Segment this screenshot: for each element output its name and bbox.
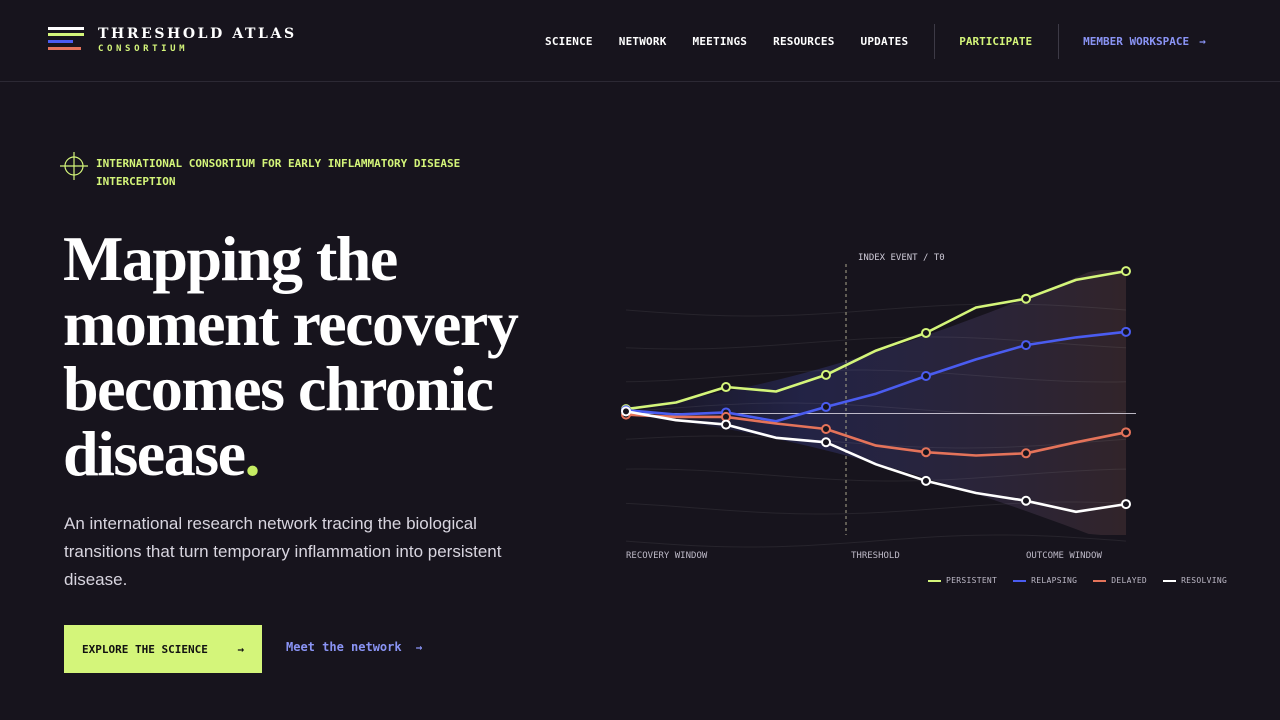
legend-swatch (1163, 579, 1177, 582)
legend-label: DELAYED (1111, 576, 1148, 585)
explore-science-label: EXPLORE THE SCIENCE (82, 642, 208, 656)
data-point-persistent (1021, 293, 1031, 304)
meet-network-label: Meet the network (286, 640, 402, 654)
headline-dot: . (244, 418, 261, 489)
logo-wordmark: THRESHOLD ATLAS CONSORTIUM (98, 26, 297, 55)
main-nav: SCIENCE NETWORK MEETINGS RESOURCES UPDAT… (545, 0, 1206, 82)
brand-name: THRESHOLD ATLAS (98, 26, 297, 42)
data-point-persistent (821, 369, 831, 380)
data-point-resolving (621, 406, 631, 417)
arrow-right-icon: → (1199, 34, 1206, 48)
hero-eyebrow: INTERNATIONAL CONSORTIUM FOR EARLY INFLA… (60, 152, 516, 191)
data-point-relapsing (821, 401, 831, 412)
logo-mark-icon (48, 27, 84, 53)
headline-line: moment recovery (63, 288, 519, 359)
data-point-relapsing (921, 371, 931, 381)
hero-lede: An international research network tracin… (64, 514, 502, 589)
legend-label: RELAPSING (1031, 576, 1078, 585)
data-point-persistent (721, 382, 731, 393)
chart-gridline (625, 369, 1127, 383)
data-point-resolving (721, 419, 731, 430)
nav-item-updates[interactable]: UPDATES (860, 34, 909, 48)
legend-label: PERSISTENT (946, 576, 998, 585)
nav-item-meetings[interactable]: MEETINGS (692, 34, 748, 48)
trajectory-chart: INDEX EVENT / T0 RECOVERY WINDOW THRESHOLD… (621, 253, 1136, 561)
chart-envelope (626, 270, 1126, 535)
chart-gridline (625, 468, 1127, 482)
data-point-delayed (1121, 427, 1131, 438)
nav-divider (1058, 23, 1060, 59)
headline-line: Mapping the (63, 223, 398, 294)
explore-science-button[interactable]: EXPLORE THE SCIENCE → (64, 625, 262, 673)
data-point-delayed (921, 447, 931, 458)
nav-participate-link[interactable]: PARTICIPATE (959, 34, 1033, 48)
data-point-persistent (1121, 266, 1131, 277)
legend-swatch (1093, 579, 1107, 582)
crosshair-icon (60, 152, 88, 180)
index-event-label: INDEX EVENT / T0 (858, 253, 945, 263)
member-workspace-link[interactable]: MEMBER WORKSPACE → (1083, 35, 1206, 48)
legend-label: RESOLVING (1181, 576, 1228, 585)
data-point-delayed (821, 424, 831, 434)
nav-item-network[interactable]: NETWORK (618, 34, 667, 48)
hero-headline: Mapping the moment recovery becomes chro… (63, 226, 603, 486)
data-point-relapsing (1021, 340, 1031, 351)
series-line-delayed (625, 413, 1127, 457)
nav-divider (934, 23, 936, 59)
legend-swatch (1013, 579, 1027, 582)
nav-item-science[interactable]: SCIENCE (545, 34, 593, 48)
legend-swatch (928, 579, 941, 582)
chart-gridline (625, 501, 1127, 515)
chart-legend: PERSISTENT RELAPSING DELAYED RESOLVING (928, 576, 1243, 585)
phase-label: OUTCOME WINDOW (1026, 551, 1102, 561)
phase-label: THRESHOLD (851, 551, 900, 561)
data-point-resolving (921, 475, 931, 486)
legend-item-persistent: PERSISTENT (928, 576, 997, 585)
data-point-resolving (1121, 499, 1131, 510)
headline-line: becomes chronic (63, 353, 494, 424)
member-workspace-label: MEMBER WORKSPACE (1083, 34, 1190, 48)
data-point-delayed (1021, 448, 1031, 459)
arrow-right-icon: → (237, 642, 244, 656)
phase-label: RECOVERY WINDOW (626, 551, 708, 561)
series-line-resolving (625, 410, 1127, 514)
legend-item-relapsing: RELAPSING (1013, 576, 1077, 585)
data-point-resolving (821, 437, 831, 448)
eyebrow-text: INTERNATIONAL CONSORTIUM FOR EARLY INFLA… (96, 157, 461, 188)
series-line-relapsing (625, 330, 1127, 423)
chart-gridline (625, 534, 1127, 548)
meet-network-link[interactable]: Meet the network → (286, 640, 422, 654)
legend-item-resolving: RESOLVING (1163, 576, 1227, 585)
nav-item-resources[interactable]: RESOURCES (773, 34, 835, 48)
data-point-resolving (1021, 495, 1031, 506)
site-header: THRESHOLD ATLAS CONSORTIUM SCIENCE NETWO… (0, 0, 1280, 82)
arrow-right-icon: → (415, 640, 423, 654)
series-line-persistent (625, 269, 1127, 411)
chart-gridline (625, 303, 1127, 317)
brand-logo[interactable]: THRESHOLD ATLAS CONSORTIUM (48, 26, 297, 55)
headline-line: disease (63, 418, 246, 489)
data-point-persistent (921, 327, 931, 338)
chart-gridline (625, 402, 1127, 416)
brand-subtitle: CONSORTIUM (98, 44, 189, 54)
legend-item-delayed: DELAYED (1093, 576, 1147, 585)
data-point-relapsing (1121, 326, 1131, 337)
